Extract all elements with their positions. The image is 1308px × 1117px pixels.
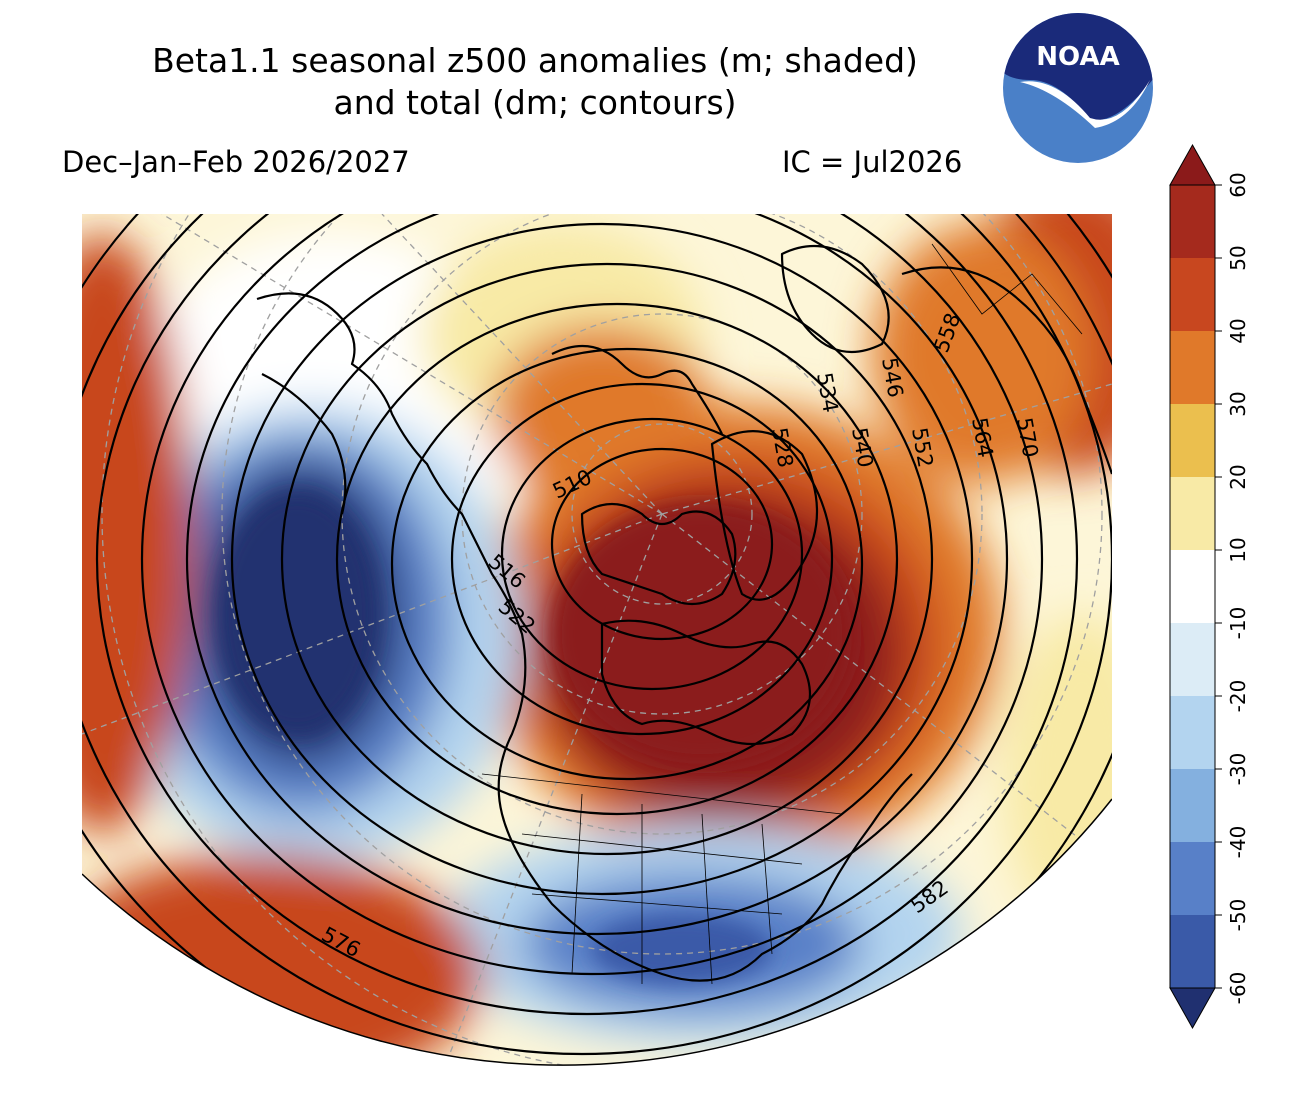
colorbar-segment (1170, 477, 1215, 550)
colorbar-segment (1170, 623, 1215, 696)
colorbar-extend-top (1169, 143, 1216, 186)
logo-sky (1003, 13, 1153, 121)
contour-line (550, 447, 774, 641)
state-boundary (571, 793, 583, 975)
svalbard-region (780, 244, 890, 354)
state-boundary (701, 813, 713, 985)
colorbar-segment (1170, 915, 1215, 988)
latitude-circle (221, 214, 1103, 955)
height-contours (82, 214, 1112, 1066)
colorbar-tick-label: -10 (1226, 607, 1250, 640)
arctic-coastline (551, 344, 723, 435)
hudson-bay (600, 619, 812, 746)
contour-line (280, 262, 934, 856)
state-boundary (761, 823, 773, 955)
colorbar-segment (1170, 185, 1215, 258)
colorbar-segment (1170, 404, 1215, 477)
colorbar-tick-label: -50 (1226, 899, 1250, 932)
logo-text: NOAA (1036, 42, 1119, 72)
colorbar-segment (1170, 842, 1215, 915)
colorbar-tick-label: -20 (1226, 680, 1250, 713)
colorbar-ticks: 60 50 40 30 20 10 -10 -20 -30 -40 -50 -60 (1215, 172, 1250, 1004)
colorbar-frame (1169, 184, 1216, 989)
meridian (161, 214, 663, 515)
contour-line (140, 214, 1044, 976)
meridian (431, 513, 663, 1066)
positive-anomaly-scandinavia (872, 224, 1092, 484)
eurasia-coastline (901, 266, 1112, 475)
colorbar-segments (1169, 143, 1216, 1030)
colorbar-tick-label: 10 (1226, 537, 1250, 562)
colorbar-tick-label: 20 (1226, 464, 1250, 489)
colorbar-segment (1170, 696, 1215, 769)
positive-anomaly-atlantic (1002, 614, 1112, 934)
colorbar-segment (1170, 769, 1215, 842)
colorbar-tick-label: -30 (1226, 753, 1250, 786)
contour-line (335, 302, 899, 816)
contour-line (450, 382, 834, 736)
colorbar-extend-bottom (1169, 987, 1216, 1030)
title-line-2: and total (dm; contours) (333, 83, 737, 122)
colorbar-tick-label: 60 (1226, 172, 1250, 197)
colorbar-tick-label: 50 (1226, 245, 1250, 270)
title-line-1: Beta1.1 seasonal z500 anomalies (m; shad… (152, 41, 918, 80)
meridian (661, 513, 1112, 865)
contour-line (390, 347, 864, 781)
colorbar-tick-label: 40 (1226, 318, 1250, 343)
latitude-circle (571, 423, 753, 605)
colorbar-tick-label: 30 (1226, 391, 1250, 416)
meridian (661, 383, 1112, 515)
initial-condition-label: IC = Jul2026 (782, 145, 963, 179)
logo-gull (1020, 80, 1150, 128)
noaa-logo: NOAA (1003, 13, 1153, 163)
colorbar: 60 50 40 30 20 10 -10 -20 -30 -40 -50 -60 (1169, 143, 1250, 1030)
contour-line (230, 222, 974, 896)
z500-anomaly-map: 510 516 522 528 534 540 546 552 558 564 … (82, 214, 1112, 1066)
colorbar-tick-label: -40 (1226, 826, 1250, 859)
contour-line (95, 214, 1079, 1016)
meridian (82, 513, 663, 735)
colorbar-tick-label: -60 (1226, 972, 1250, 1005)
season-label: Dec–Jan–Feb 2026/2027 (62, 145, 410, 179)
colorbar-segment (1170, 550, 1215, 623)
europe-boundary (931, 243, 1083, 335)
contour-line (82, 214, 1112, 1056)
map-boundary (82, 798, 1112, 1066)
map-title: Beta1.1 seasonal z500 anomalies (m; shad… (60, 40, 1010, 124)
colorbar-segment (1170, 258, 1215, 331)
colorbar-segment (1170, 331, 1215, 404)
north-america-coastline (256, 292, 913, 982)
contour-line (500, 417, 804, 691)
anomaly-max-core (552, 504, 852, 764)
contour-line (185, 214, 1009, 936)
anomaly-min-core (217, 494, 377, 734)
